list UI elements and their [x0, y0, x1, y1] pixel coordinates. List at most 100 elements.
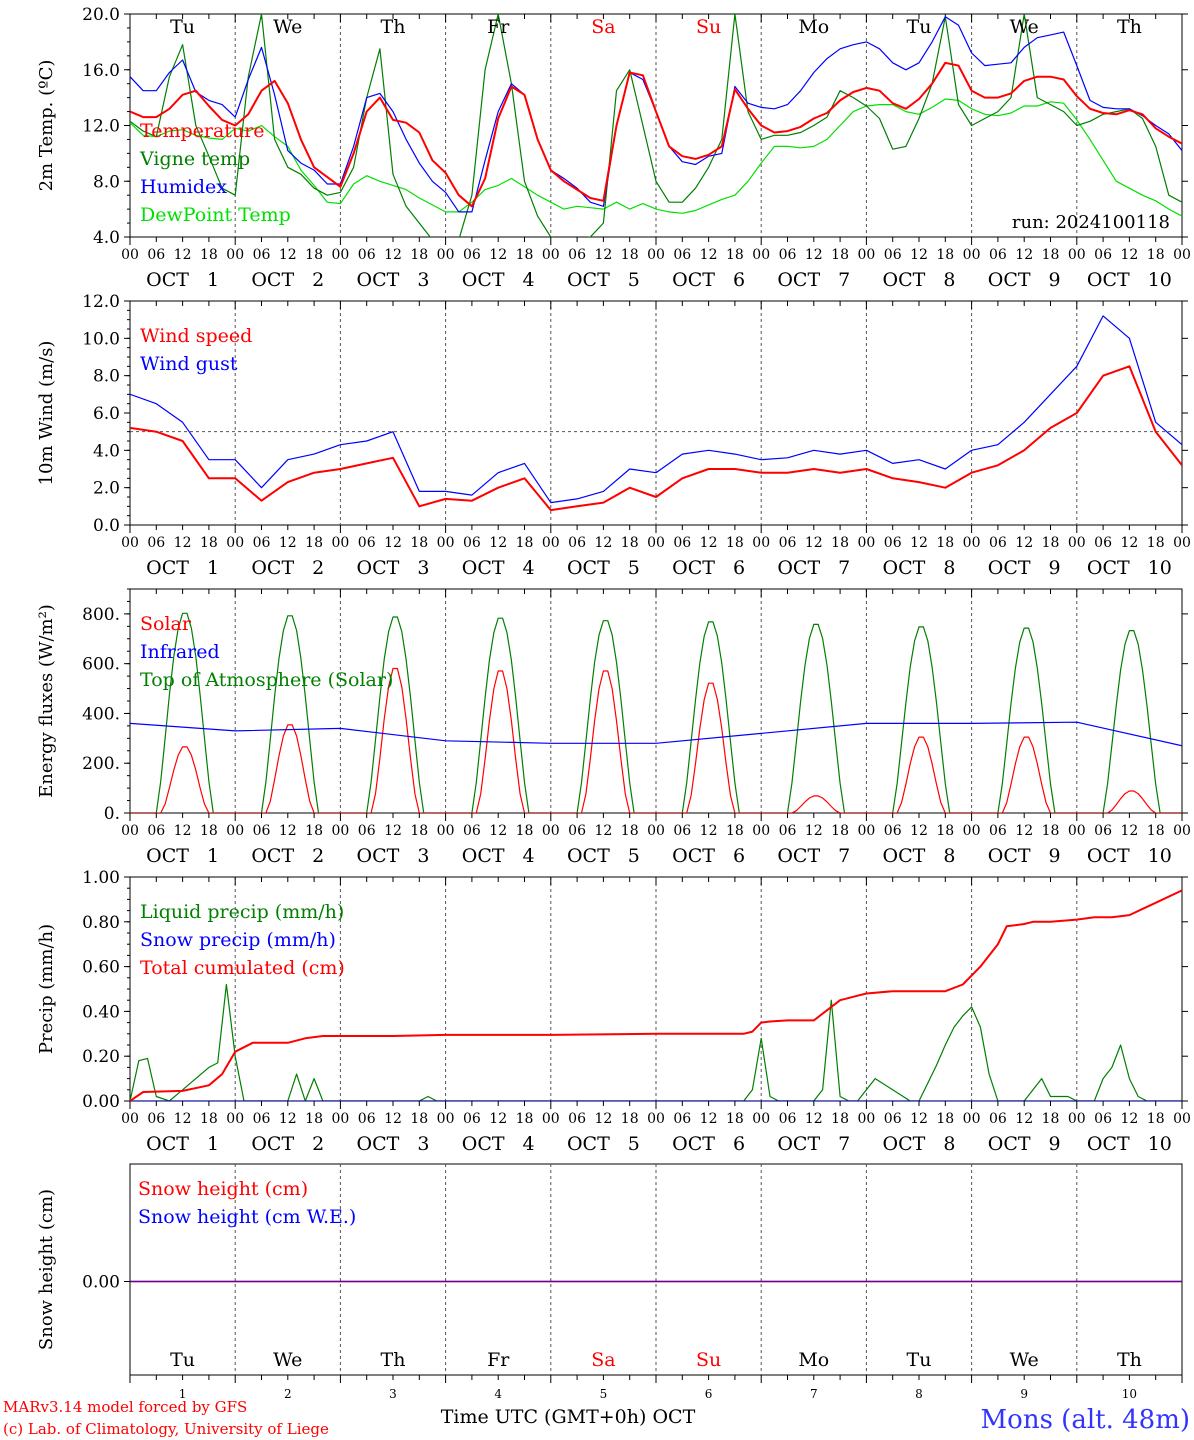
hour-label: 18	[726, 247, 744, 263]
date-day: 1	[207, 269, 219, 291]
hour-label: 12	[805, 1111, 823, 1127]
hour-label: 12	[279, 247, 297, 263]
hour-label: 00	[647, 823, 665, 839]
hour-label: 18	[200, 247, 218, 263]
hour-label: 00	[226, 823, 244, 839]
hour-label: 12	[384, 1111, 402, 1127]
hour-label: 18	[305, 247, 323, 263]
date-day: 2	[312, 269, 324, 291]
hour-label: 18	[831, 823, 849, 839]
hour-label: 00	[857, 823, 875, 839]
y-tick-label: 10.0	[82, 329, 120, 349]
date-label: OCT 7	[777, 845, 850, 867]
hour-label: 06	[673, 1111, 691, 1127]
panel-4: 0.00 0.20 0.40 0.60 0.80 1.00 Precip (mm/h) Liq…	[36, 868, 1191, 1155]
date-month: OCT	[672, 557, 715, 579]
hour-label: 00	[647, 1111, 665, 1127]
y-tick-label: 1.00	[82, 868, 120, 888]
hour-label: 06	[989, 247, 1007, 263]
date-number: 1	[179, 1387, 187, 1401]
hour-label: 06	[884, 247, 902, 263]
date-day: 1	[207, 1133, 219, 1155]
hour-label: 12	[174, 535, 192, 551]
hour-label: 18	[410, 535, 428, 551]
hour-label: 12	[910, 823, 928, 839]
date-label: OCT 10	[1087, 1133, 1172, 1155]
y-tick-label: 400.	[82, 704, 120, 724]
hour-label: 06	[253, 1111, 271, 1127]
hour-label: 06	[673, 535, 691, 551]
plot-frame	[129, 300, 1183, 526]
date-day: 4	[523, 845, 535, 867]
date-month: OCT	[567, 1133, 610, 1155]
date-number: 5	[600, 1387, 608, 1401]
series-group	[130, 612, 1182, 813]
date-month: OCT	[1087, 1133, 1130, 1155]
y-tick-label: 12.0	[82, 292, 120, 312]
hour-label: 18	[726, 535, 744, 551]
date-day: 2	[312, 1133, 324, 1155]
hour-label: 18	[305, 535, 323, 551]
weekday-label: Tu	[170, 1349, 195, 1371]
legend-entry: DewPoint Temp	[140, 204, 291, 226]
hour-label: 06	[884, 535, 902, 551]
date-month: OCT	[883, 557, 926, 579]
series-group	[130, 14, 1182, 237]
hour-label: 06	[568, 535, 586, 551]
hour-label: 06	[1094, 247, 1112, 263]
hour-label: 06	[463, 535, 481, 551]
date-day: 10	[1148, 1133, 1172, 1155]
date-label: OCT 10	[1087, 269, 1172, 291]
weekday-label: We	[273, 1349, 302, 1371]
weekday-label: Tu	[170, 16, 195, 38]
hour-label: 12	[805, 247, 823, 263]
hour-label: 06	[779, 535, 797, 551]
hour-label: 06	[253, 823, 271, 839]
date-number: 2	[284, 1387, 292, 1401]
hour-label: 00	[963, 247, 981, 263]
hour-label: 00	[857, 247, 875, 263]
legend-entry: Total cumulated (cm)	[140, 957, 345, 979]
hour-label: 00	[1068, 1111, 1086, 1127]
date-label: OCT 6	[672, 845, 745, 867]
hour-label: 12	[594, 247, 612, 263]
date-month: OCT	[777, 1133, 820, 1155]
hour-label: 00	[542, 535, 560, 551]
y-tick-label: 0.	[104, 804, 120, 824]
y-axis-label: Precip (mm/h)	[36, 924, 57, 1054]
date-day: 7	[838, 845, 850, 867]
hour-label: 12	[384, 247, 402, 263]
station-name: Mons (alt. 48m)	[981, 1405, 1190, 1435]
hour-label: 12	[910, 1111, 928, 1127]
legend-entry: Wind speed	[140, 325, 252, 347]
hour-label: 06	[779, 247, 797, 263]
date-label: OCT 9	[988, 269, 1061, 291]
hour-label: 18	[516, 535, 534, 551]
date-month: OCT	[1087, 845, 1130, 867]
hour-label: 00	[752, 823, 770, 839]
date-label: OCT 8	[883, 1133, 956, 1155]
hour-label: 00	[963, 535, 981, 551]
date-label: OCT 9	[988, 845, 1061, 867]
date-day: 4	[523, 1133, 535, 1155]
date-month: OCT	[567, 557, 610, 579]
date-label: OCT 9	[988, 1133, 1061, 1155]
date-month: OCT	[567, 269, 610, 291]
hour-label: 06	[568, 823, 586, 839]
legend-entry: Snow height (cm W.E.)	[138, 1206, 356, 1228]
legend-entry: Top of Atmosphere (Solar)	[140, 669, 393, 691]
hour-label: 00	[331, 535, 349, 551]
date-month: OCT	[777, 557, 820, 579]
hour-label: 06	[1094, 1111, 1112, 1127]
hour-label: 12	[1120, 1111, 1138, 1127]
y-tick-label: 20.0	[82, 5, 120, 25]
hour-label: 18	[726, 1111, 744, 1127]
date-label: OCT 5	[567, 269, 640, 291]
date-day: 3	[417, 845, 429, 867]
date-day: 10	[1148, 557, 1172, 579]
hour-label: 06	[358, 247, 376, 263]
date-month: OCT	[883, 1133, 926, 1155]
weekday-label: Su	[696, 16, 721, 38]
series-line	[130, 612, 1182, 813]
weekday-label: Mo	[798, 1349, 829, 1371]
